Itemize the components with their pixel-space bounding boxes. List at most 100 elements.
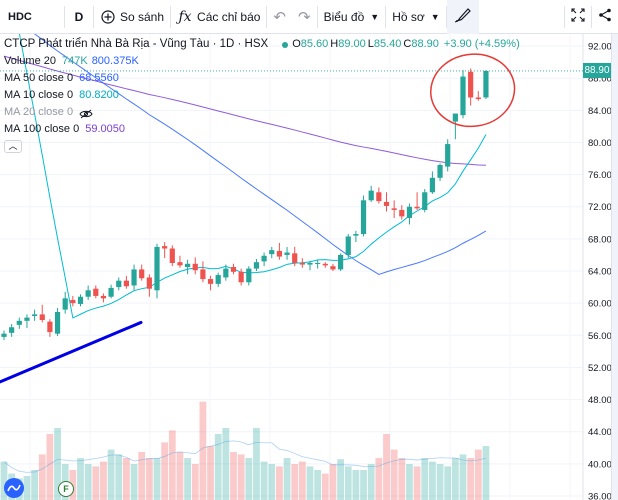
volume-value: 747K [61, 55, 88, 67]
tradingview-logo-icon[interactable] [4, 478, 24, 498]
volume-bar [421, 458, 429, 500]
candle-up [483, 70, 489, 98]
open-label: O [292, 38, 301, 50]
volume-bar [352, 470, 360, 500]
volume-bar [329, 464, 337, 500]
volume-bar [406, 464, 413, 500]
price-axis: 92.00 88.00 84.00 80.00 76.00 72.00 68.00 64.00… [588, 42, 611, 500]
volume-bar [222, 428, 230, 500]
candle-up [406, 206, 413, 218]
volume-bar [459, 454, 467, 500]
candle-down [93, 288, 99, 296]
candle-up [185, 263, 191, 267]
undo-button[interactable]: ↶ [267, 0, 292, 34]
redo-button[interactable]: ↷ [292, 0, 317, 34]
volume-bar [31, 470, 38, 500]
volume-bar [268, 464, 276, 500]
candle-up [24, 317, 30, 321]
chevron-down-icon: ▼ [370, 11, 380, 22]
high-label: H [330, 38, 339, 50]
ma10-label: MA 10 close 0 [4, 89, 74, 101]
volume-bar [360, 470, 367, 500]
symbol-title: CTCP Phát triển Nhà Bà Rịa - Vũng Tàu · … [4, 38, 269, 50]
volume-bar [276, 466, 283, 500]
right-scroll-strip [611, 34, 618, 500]
candle-down [207, 279, 214, 284]
volume-bar [207, 446, 214, 500]
eye-off-icon[interactable] [79, 108, 93, 118]
drawing-tool-button[interactable] [446, 0, 479, 34]
volume-bar [230, 452, 237, 500]
price-tick-label: 92.00 [588, 42, 611, 53]
financials-badge[interactable]: F [58, 481, 74, 497]
interval-button[interactable]: D [74, 9, 84, 24]
candle-down [292, 253, 298, 263]
ohlc-values: O 85.60 H 89.00 L 85.40 C 88.90 +3.90 (+4.59… [282, 36, 522, 53]
symbol-search[interactable]: HDC [8, 10, 32, 23]
market-status-dot [282, 41, 289, 48]
candle-up [437, 164, 443, 178]
ma100-line [3, 55, 486, 166]
candle-down [39, 314, 45, 321]
legend-collapse-button[interactable]: ︿ [4, 140, 22, 153]
volume-bar [176, 452, 184, 500]
volume-bar [398, 458, 406, 500]
candle-down [399, 209, 405, 217]
candle-down [139, 269, 145, 279]
plus-circle-icon [100, 9, 116, 25]
volume-bar [260, 461, 268, 500]
legend-volume[interactable]: Volume 20 747K 800.375K [4, 53, 522, 70]
volume-bar [375, 458, 383, 500]
ma10-value: 80.8200 [79, 89, 119, 101]
legend-ma50[interactable]: MA 50 close 0 68.5560 [4, 70, 522, 87]
volume-bar [344, 466, 352, 500]
toolbar-divider [266, 5, 268, 28]
volume-bar [123, 458, 130, 500]
volume-bar [314, 470, 322, 500]
undo-icon: ↶ [273, 8, 286, 26]
legend-ma10[interactable]: MA 10 close 0 80.8200 [4, 87, 522, 104]
price-tick-label: 60.00 [588, 299, 611, 310]
candle-down [192, 263, 198, 271]
volume-bar [283, 458, 291, 500]
volume-bar [306, 466, 314, 500]
legend-ma20[interactable]: MA 20 close 0 [4, 104, 522, 121]
legend-ma100[interactable]: MA 100 close 0 59.0050 [4, 121, 522, 138]
share-button[interactable] [592, 0, 618, 34]
candle-down [468, 71, 474, 98]
indicators-button[interactable]: ƒx Các chỉ báo [171, 0, 266, 34]
candle-down [238, 271, 244, 283]
fullscreen-button[interactable] [565, 0, 591, 34]
compare-button[interactable]: So sánh [94, 0, 170, 34]
volume-bar [436, 464, 444, 500]
trendline-drawing [0, 320, 143, 384]
volume-ma-value: 800.375K [91, 55, 139, 67]
volume-bar [214, 434, 222, 500]
candle-up [54, 311, 61, 334]
volume-bar [54, 428, 61, 500]
candle-up [1, 333, 7, 337]
volume-bar [161, 442, 169, 500]
price-tick-label: 76.00 [588, 170, 611, 181]
price-tick-label: 88.00 [588, 74, 611, 85]
candle-up [9, 327, 15, 333]
profile-dropdown[interactable]: Hồ sơ ▼ [386, 0, 445, 34]
volume-bar [429, 461, 436, 500]
candle-up [460, 76, 466, 116]
open-value: 85.60 [300, 38, 329, 50]
chart-type-dropdown[interactable]: Biểu đồ ▼ [318, 0, 386, 34]
candle-up [422, 192, 428, 210]
price-tick-label: 44.00 [588, 427, 611, 438]
candle-down [123, 280, 129, 287]
top-toolbar: HDC D So sánh ƒx Các chỉ báo ↶ ↷ Biểu đồ… [0, 0, 618, 34]
price-chart[interactable]: 92.00 88.00 84.00 80.00 76.00 72.00 68.00 64.00… [0, 34, 611, 500]
candle-down [47, 321, 53, 333]
ma50-label: MA 50 close 0 [4, 72, 74, 84]
function-icon: ƒx [178, 8, 192, 25]
candle-up [360, 200, 367, 235]
candle-up [345, 236, 351, 255]
candle-up [338, 254, 344, 270]
legend-main-row[interactable]: CTCP Phát triển Nhà Bà Rịa - Vũng Tàu · … [4, 36, 522, 53]
volume-bar [46, 434, 54, 500]
price-tick-label: 52.00 [588, 363, 611, 374]
